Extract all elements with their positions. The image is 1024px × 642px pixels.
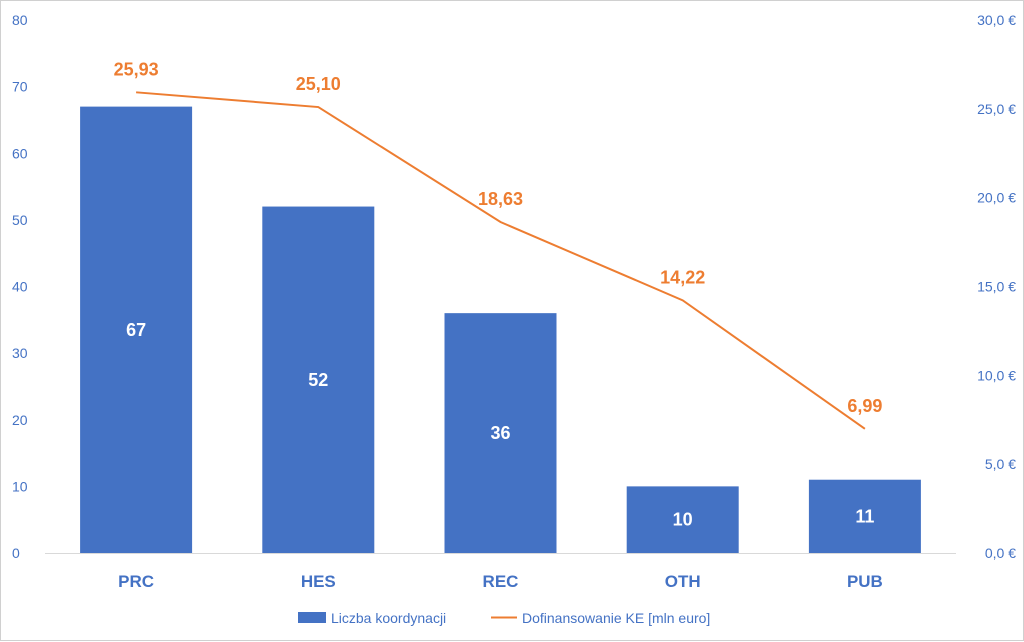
right-axis-tick-label: 10,0 € xyxy=(977,367,1016,383)
left-axis-tick-label: 10 xyxy=(12,478,28,494)
bar-value-label: 10 xyxy=(673,510,693,530)
line-value-label: 18,63 xyxy=(478,189,523,209)
line-value-label: 25,10 xyxy=(296,74,341,94)
legend-swatch-bar xyxy=(298,612,326,623)
bar-value-label: 67 xyxy=(126,320,146,340)
left-axis-tick-label: 20 xyxy=(12,412,28,428)
left-y-axis: 0 10 20 30 40 50 60 70 80 xyxy=(12,12,28,561)
right-axis-tick-label: 5,0 € xyxy=(985,456,1016,472)
right-axis-tick-label: 25,0 € xyxy=(977,101,1016,117)
left-axis-tick-label: 50 xyxy=(12,212,28,228)
legend-label-line-series: Dofinansowanie KE [mln euro] xyxy=(522,610,710,626)
line-value-label: 25,93 xyxy=(114,59,159,79)
left-axis-tick-label: 0 xyxy=(12,545,20,561)
x-axis-category-labels: PRC HES REC OTH PUB xyxy=(118,572,883,591)
category-label: OTH xyxy=(665,572,701,591)
category-label: PRC xyxy=(118,572,154,591)
right-axis-tick-label: 30,0 € xyxy=(977,12,1016,28)
bar-value-label: 36 xyxy=(490,423,510,443)
bar-series: 67 52 36 10 11 xyxy=(80,107,921,553)
category-label: PUB xyxy=(847,572,883,591)
legend-label-bar-series: Liczba koordynacji xyxy=(331,610,446,626)
left-axis-tick-label: 70 xyxy=(12,79,28,95)
right-axis-tick-label: 15,0 € xyxy=(977,279,1016,295)
left-axis-tick-label: 80 xyxy=(12,12,28,28)
left-axis-tick-label: 60 xyxy=(12,145,28,161)
left-axis-tick-label: 40 xyxy=(12,279,28,295)
legend: Liczba koordynacji Dofinansowanie KE [mln… xyxy=(298,610,710,626)
bar-value-label: 52 xyxy=(308,370,328,390)
category-label: REC xyxy=(483,572,519,591)
category-label: HES xyxy=(301,572,336,591)
line-value-label: 14,22 xyxy=(660,267,705,287)
right-axis-tick-label: 0,0 € xyxy=(985,545,1016,561)
right-y-axis: 0,0 € 5,0 € 10,0 € 15,0 € 20,0 € 25,0 € 30,0 € xyxy=(977,12,1016,561)
line-value-label: 6,99 xyxy=(847,396,882,416)
bar-value-label: 11 xyxy=(855,506,874,526)
left-axis-tick-label: 30 xyxy=(12,345,28,361)
right-axis-tick-label: 20,0 € xyxy=(977,190,1016,206)
